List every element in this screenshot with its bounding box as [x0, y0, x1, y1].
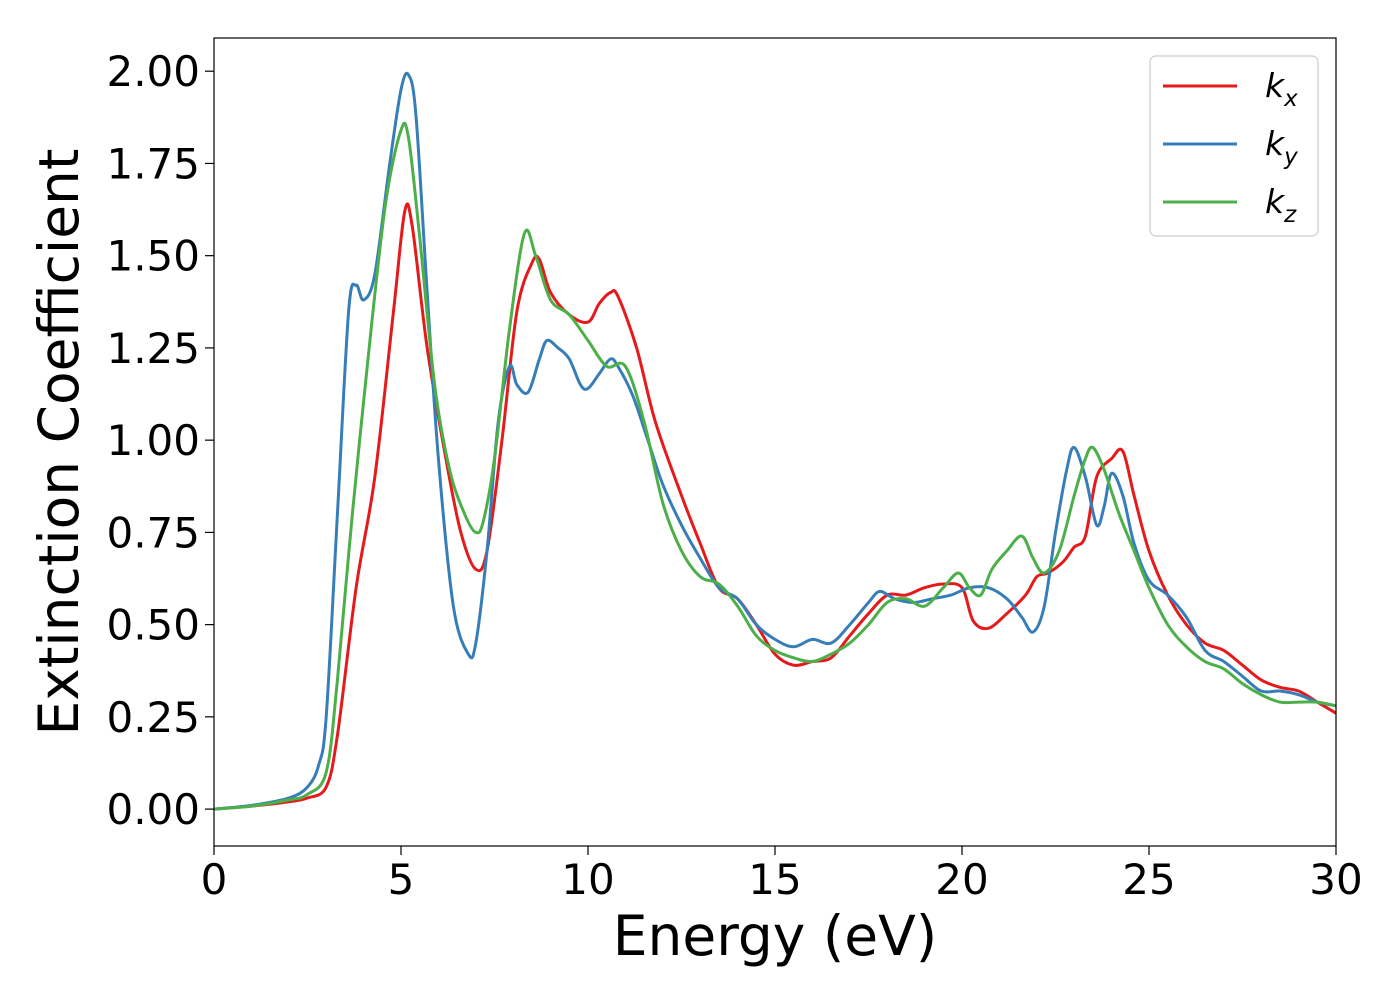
x-tick-label: 0: [201, 855, 228, 904]
y-tick-label: 0.50: [106, 601, 200, 650]
x-axis-ticks: 0 5 10 15 20 25 30: [201, 846, 1363, 904]
series-line-z: [214, 121, 1336, 811]
legend-label-z: kz: [1265, 182, 1297, 228]
y-axis-ticks: 0.00 0.25 0.50 0.75 1.00 1.25 1.50 1.75 2.00: [106, 47, 214, 834]
legend-label-y: ky: [1265, 124, 1298, 170]
series-line-y: [214, 71, 1336, 811]
y-tick-label: 0.75: [106, 508, 200, 557]
y-tick-label: 1.75: [106, 139, 200, 188]
y-tick-label: 2.00: [106, 47, 200, 96]
legend-label-x: kx: [1265, 66, 1298, 112]
legend: kx ky kz: [1149, 55, 1319, 237]
y-tick-label: 1.25: [106, 324, 200, 373]
x-tick-label: 10: [561, 855, 614, 904]
y-tick-label: 1.50: [106, 232, 200, 281]
series-layer: [214, 71, 1336, 811]
x-tick-label: 15: [748, 855, 801, 904]
y-tick-label: 0.25: [106, 693, 200, 742]
x-tick-label: 5: [388, 855, 415, 904]
legend-frame: [1149, 55, 1319, 237]
x-axis-label: Energy (eV): [613, 904, 937, 968]
y-tick-label: 1.00: [106, 416, 200, 465]
x-tick-label: 30: [1309, 855, 1362, 904]
y-tick-label: 0.00: [106, 785, 200, 834]
y-axis-label: Extinction Coefficient: [27, 149, 91, 736]
x-tick-label: 20: [935, 855, 988, 904]
x-tick-label: 25: [1122, 855, 1175, 904]
